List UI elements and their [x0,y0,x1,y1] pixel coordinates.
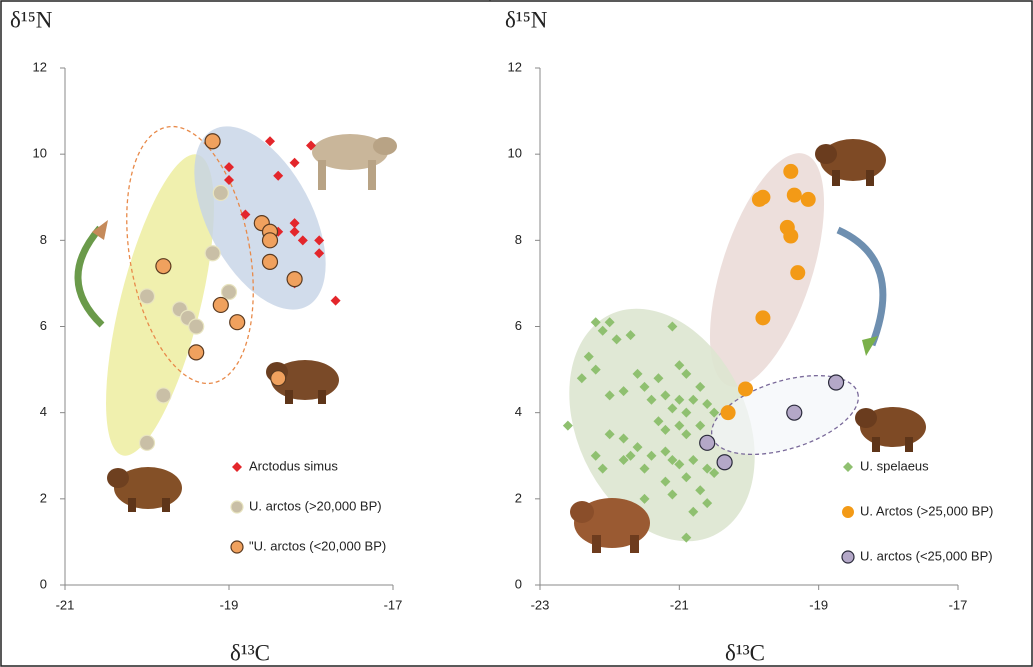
arrow-head [862,336,878,356]
point [331,296,341,306]
point [287,272,302,287]
y-tick-label: 6 [515,318,522,333]
legend-marker [232,462,242,472]
point [140,289,155,304]
x-tick-label: -19 [809,597,828,612]
legend-marker [842,551,854,563]
point [801,192,816,207]
point [783,229,798,244]
y-tick-label: 6 [40,318,47,333]
arrow [838,230,883,345]
point [829,375,844,390]
point [721,405,736,420]
point [787,188,802,203]
x-axis-title: δ¹³C [230,640,270,665]
point [156,259,171,274]
point [738,381,753,396]
legend-label: U. arctos (<25,000 BP) [860,548,993,563]
legend-label: U. spelaeus [860,458,929,473]
point [783,164,798,179]
point [205,246,220,261]
y-tick-label: 0 [40,576,47,591]
bear-icon [855,407,926,452]
point [189,345,204,360]
y-tick-label: 4 [515,404,522,419]
chart: 0 2 4 6 8 10 12 -21 -19 -17 δ¹⁵N δ¹³C Arctodus simus… [0,0,1033,667]
point [140,435,155,450]
point [213,185,228,200]
point [790,265,805,280]
y-tick-label: 2 [515,490,522,505]
point [263,254,278,269]
legend-marker [842,506,854,518]
y-tick-label: 12 [33,59,47,74]
x-tick-label: -19 [220,597,239,612]
point [205,134,220,149]
point [752,192,767,207]
legend-marker [231,541,243,553]
point [263,233,278,248]
legend-label: "U. arctos (<20,000 BP) [249,538,386,553]
point [755,310,770,325]
legend-marker [843,462,853,472]
y-tick-label: 4 [40,404,47,419]
bear-icon [107,467,182,512]
y-tick-label: 0 [515,576,522,591]
x-axis-title: δ¹³C [725,640,765,665]
y-tick-label: 8 [515,232,522,247]
bear-icon [815,139,886,186]
point [787,405,802,420]
x-tick-label: -21 [670,597,689,612]
point [213,297,228,312]
point [189,319,204,334]
legend-label: U. arctos (>20,000 BP) [249,498,382,513]
y-tick-label: 10 [33,146,47,161]
legend-marker [231,501,243,513]
bear-icon [312,134,397,190]
bear-icon [570,498,650,553]
y-axis-title: δ¹⁵N [505,7,548,32]
x-tick-label: -23 [531,597,550,612]
point [717,455,732,470]
x-tick-label: -17 [384,597,403,612]
y-axis-title: δ¹⁵N [10,7,53,32]
y-tick-label: 8 [40,232,47,247]
y-tick-label: 10 [508,146,522,161]
page: {"chart_data": [ {"type": "scatter", "xl… [0,0,1033,667]
arrow [78,228,102,325]
y-tick-label: 12 [508,59,522,74]
legend-label: U. Arctos (>25,000 BP) [860,503,993,518]
point [563,421,573,431]
x-tick-label: -17 [949,597,968,612]
point [222,285,237,300]
y-tick-label: 2 [40,490,47,505]
point [290,158,300,168]
point [156,388,171,403]
point [230,315,245,330]
legend-label: Arctodus simus [249,458,338,473]
point [271,371,286,386]
x-tick-label: -21 [56,597,75,612]
point [700,435,715,450]
